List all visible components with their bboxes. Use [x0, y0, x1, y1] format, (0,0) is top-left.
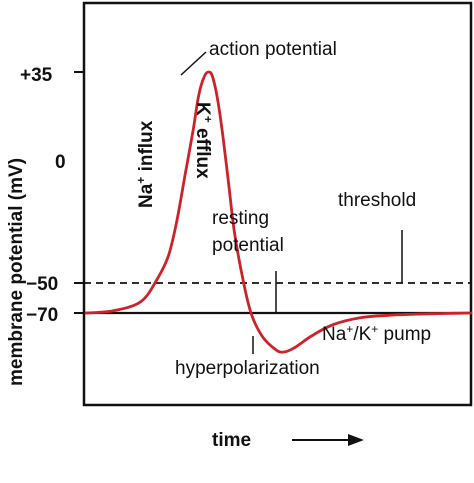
na-influx-sup: + — [134, 177, 148, 184]
action-potential-curve — [84, 70, 473, 354]
y-tick-label-35: +35 — [20, 65, 53, 86]
resting-label-line1: resting — [212, 208, 269, 229]
y-tick-label-minus70: −70 — [26, 305, 58, 326]
y-tick-marks — [74, 71, 84, 314]
y-tick-label-0: 0 — [55, 152, 66, 173]
y-axis-title: membrane potential (mV) — [6, 158, 27, 386]
time-arrow-head — [348, 434, 364, 446]
pump-suffix: pump — [378, 324, 431, 345]
leader-lines — [180, 51, 403, 354]
pump-sup1: + — [346, 322, 353, 336]
plot-frame — [82, 1, 473, 407]
k-efflux-prefix: K — [192, 102, 213, 116]
action-potential-leader — [180, 51, 207, 76]
threshold-label: threshold — [338, 190, 416, 211]
y-tick-label-minus50: −50 — [26, 274, 58, 295]
k-efflux-suffix: efflux — [192, 123, 213, 179]
resting-label-line2: potential — [212, 235, 284, 256]
pump-na: Na — [322, 324, 347, 345]
na-influx-label: Na+ influx — [134, 120, 157, 208]
k-efflux-sup: + — [201, 116, 215, 123]
k-efflux-label: K+ efflux — [192, 102, 215, 179]
na-influx-suffix: influx — [136, 120, 157, 176]
pump-k: /K — [353, 324, 371, 345]
x-axis-title: time — [212, 430, 251, 451]
na-influx-prefix: Na — [136, 183, 157, 208]
pump-label: Na+/K+ pump — [322, 322, 431, 345]
hyperpolarization-label: hyperpolarization — [175, 358, 320, 379]
pump-sup2: + — [371, 322, 378, 336]
time-arrow-icon — [292, 434, 364, 446]
action-potential-label: action potential — [209, 39, 337, 60]
